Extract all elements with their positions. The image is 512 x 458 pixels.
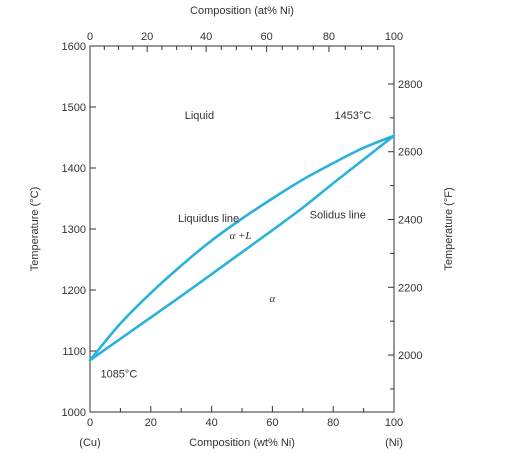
- annotation-1453-c: 1453°C: [335, 110, 372, 122]
- annotation-1085-c: 1085°C: [100, 369, 137, 381]
- bottom-axis-tick-label: 40: [205, 417, 217, 429]
- annotation-l: α +L: [229, 230, 251, 242]
- top-axis-tick-label: 40: [200, 31, 212, 43]
- right-axis-tick-label: 2200: [398, 282, 422, 294]
- top-axis-tick-label: 20: [141, 31, 153, 43]
- annotation-: α: [270, 293, 276, 305]
- bottom-axis-left-end-label: (Cu): [79, 437, 100, 449]
- left-axis-tick-label: 1000: [62, 407, 86, 419]
- ticks-layer: [89, 45, 395, 413]
- plot-frame: [89, 45, 395, 413]
- right-axis-tick-label: 2600: [398, 147, 422, 159]
- top-axis-tick-label: 0: [87, 31, 93, 43]
- labels-layer: 0 20 40 60 80 1000 20 40 60 80 1001000110012001300…: [62, 31, 423, 429]
- curves-layer: [88, 134, 396, 362]
- bottom-axis-title: Composition (wt% Ni): [189, 437, 295, 449]
- bottom-axis-right-end-label: (Ni): [385, 437, 403, 449]
- right-axis-tick-label: 2400: [398, 215, 422, 227]
- top-axis-title: Composition (at% Ni): [190, 5, 294, 17]
- left-axis-tick-label: 1300: [62, 224, 86, 236]
- left-axis-tick-label: 1200: [62, 285, 86, 297]
- top-axis-tick-label: 80: [323, 31, 335, 43]
- series-line-liquidus-line: [88, 134, 396, 362]
- left-axis-tick-label: 1600: [62, 41, 86, 53]
- top-axis-tick-label: 60: [260, 31, 272, 43]
- bottom-axis-tick-label: 60: [266, 417, 278, 429]
- left-axis-tick-label: 1100: [62, 346, 86, 358]
- top-axis-tick-label: 100: [385, 31, 403, 43]
- right-axis-title: Temperature (°F): [443, 187, 455, 270]
- series-line-solidus-line: [88, 134, 396, 362]
- left-axis-title: Temperature (°C): [29, 187, 41, 271]
- bottom-axis-tick-label: 0: [87, 417, 93, 429]
- annotation-liquidus-line: Liquidus line: [178, 213, 239, 225]
- bottom-axis-tick-label: 100: [385, 417, 403, 429]
- annotation-solidus-line: Solidus line: [310, 209, 366, 221]
- bottom-axis-tick-label: 80: [327, 417, 339, 429]
- left-axis-tick-label: 1500: [62, 102, 86, 114]
- annotation-liquid: Liquid: [185, 110, 214, 122]
- left-axis-tick-label: 1400: [62, 163, 86, 175]
- bottom-axis-tick-label: 20: [145, 417, 157, 429]
- right-axis-tick-label: 2800: [398, 79, 422, 91]
- right-axis-tick-label: 2000: [398, 350, 422, 362]
